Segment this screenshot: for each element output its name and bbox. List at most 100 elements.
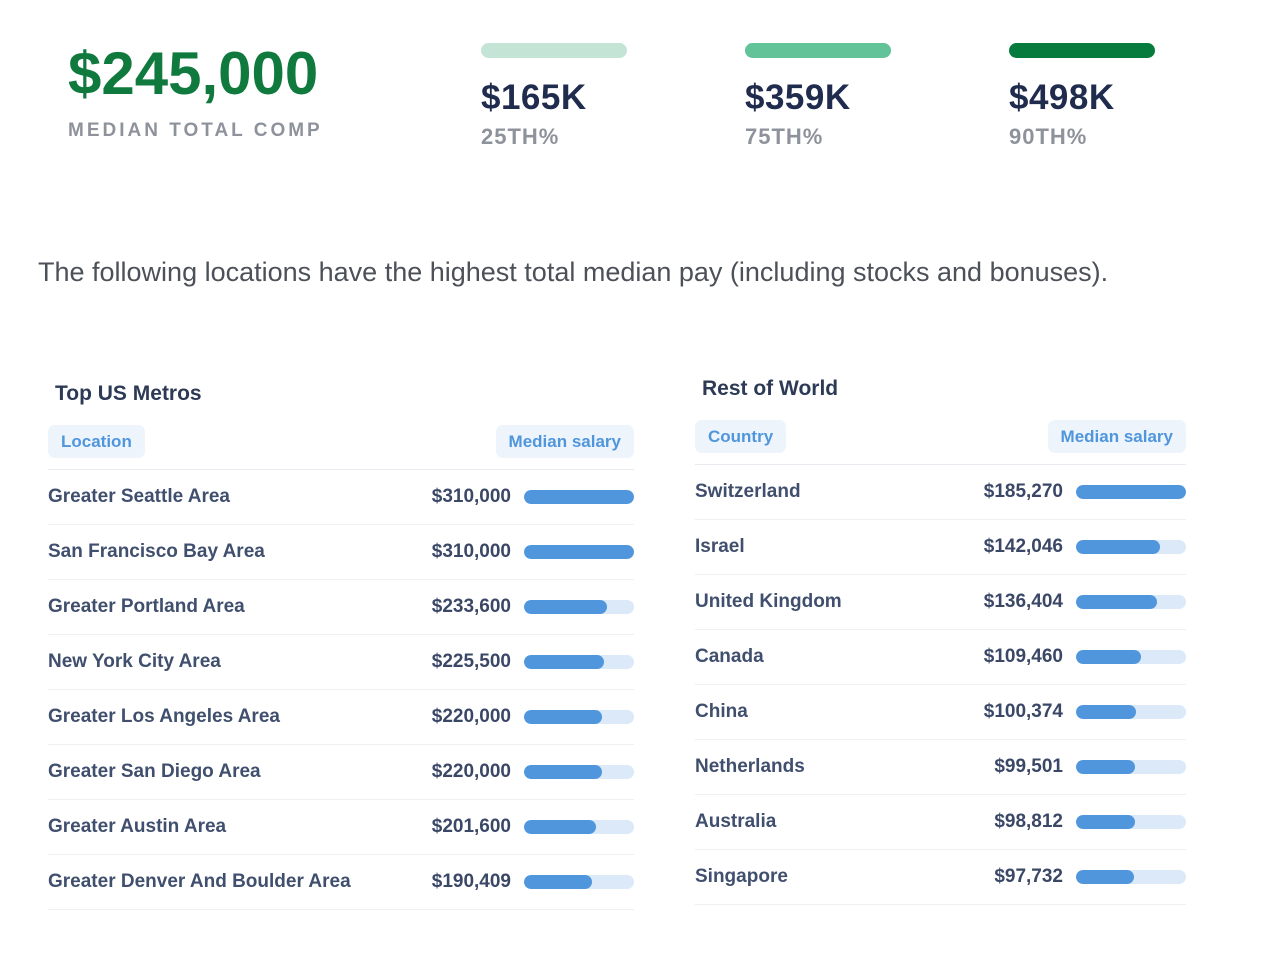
table-body: Greater Seattle Area $310,000 San Franci… <box>48 470 634 910</box>
table-top-us-metros: Top US Metros Location Median salary Gre… <box>48 382 634 910</box>
table-title: Top US Metros <box>55 382 202 405</box>
row-label: Greater Portland Area <box>48 596 245 617</box>
row-label: Australia <box>695 811 777 832</box>
percentile-value: $359K <box>745 78 851 117</box>
salary-bar-fill <box>524 820 596 834</box>
table-row: Singapore $97,732 <box>695 850 1186 905</box>
salary-bar-track <box>1076 870 1186 884</box>
row-label: Singapore <box>695 866 788 887</box>
salary-bar-track <box>1076 485 1186 499</box>
row-label: China <box>695 701 748 722</box>
table-row: Australia $98,812 <box>695 795 1186 850</box>
description-text: The following locations have the highest… <box>38 257 1109 287</box>
percentile-label: 90TH% <box>1009 124 1088 149</box>
row-salary-value: $220,000 <box>431 706 511 727</box>
median-total-comp-value: $245,000 <box>68 40 319 107</box>
salary-bar-track <box>524 490 634 504</box>
row-salary-value: $109,460 <box>983 646 1063 667</box>
table-row: United Kingdom $136,404 <box>695 575 1186 630</box>
table-row: Canada $109,460 <box>695 630 1186 685</box>
median-total-comp-stat: $245,000 MEDIAN TOTAL COMP <box>68 42 323 142</box>
row-label: Netherlands <box>695 756 805 777</box>
table-row: San Francisco Bay Area $310,000 <box>48 525 634 580</box>
salary-bar-fill <box>524 765 603 779</box>
row-label: New York City Area <box>48 651 221 672</box>
row-salary-value: $310,000 <box>431 486 511 507</box>
table-row: New York City Area $225,500 <box>48 635 634 690</box>
table-row: Greater Seattle Area $310,000 <box>48 470 634 525</box>
percentile-card: $165K 25TH% <box>481 43 627 150</box>
row-salary-value: $142,046 <box>983 536 1063 557</box>
median-total-comp-label: MEDIAN TOTAL COMP <box>68 120 323 141</box>
salary-bar-track <box>1076 595 1186 609</box>
row-label: United Kingdom <box>695 591 842 612</box>
salary-bar-track <box>524 600 634 614</box>
salary-bar-track <box>1076 705 1186 719</box>
row-label: Canada <box>695 646 764 667</box>
table-body: Switzerland $185,270 Israel $142,046 Uni… <box>695 465 1186 905</box>
percentile-label: 25TH% <box>481 124 560 149</box>
table-row: Greater San Diego Area $220,000 <box>48 745 634 800</box>
salary-bar-fill <box>1076 870 1135 884</box>
salary-bar-fill <box>524 710 603 724</box>
salary-bar-track <box>1076 760 1186 774</box>
table-header: Location Median salary <box>48 425 634 470</box>
salary-bar-fill <box>1076 650 1141 664</box>
salary-bar-track <box>524 710 634 724</box>
salary-bar-fill <box>524 490 634 504</box>
salary-bar-track <box>524 655 634 669</box>
table-row: Greater Los Angeles Area $220,000 <box>48 690 634 745</box>
row-label: Greater Austin Area <box>48 816 227 837</box>
row-salary-value: $99,501 <box>994 756 1063 777</box>
salary-bar-fill <box>1076 760 1136 774</box>
table-rest-of-world: Rest of World Country Median salary Swit… <box>695 377 1186 905</box>
salary-bar-fill <box>524 600 607 614</box>
column-header-country[interactable]: Country <box>695 420 787 453</box>
salary-bar-track <box>1076 815 1186 829</box>
table-row: Netherlands $99,501 <box>695 740 1186 795</box>
row-label: Switzerland <box>695 481 801 502</box>
row-salary-value: $310,000 <box>431 541 511 562</box>
row-label: Israel <box>695 536 745 557</box>
row-salary-value: $201,600 <box>431 816 511 837</box>
salary-bar-fill <box>524 655 604 669</box>
row-label: Greater San Diego Area <box>48 761 261 782</box>
percentile-value: $165K <box>481 78 587 117</box>
row-salary-value: $136,404 <box>983 591 1063 612</box>
row-label: Greater Los Angeles Area <box>48 706 280 727</box>
column-header-location[interactable]: Location <box>48 425 145 458</box>
percentile-card: $359K 75TH% <box>745 43 891 150</box>
salary-bar-fill <box>524 875 592 889</box>
column-header-median-salary[interactable]: Median salary <box>1047 420 1186 453</box>
percentile-bar <box>481 43 627 58</box>
table-row: China $100,374 <box>695 685 1186 740</box>
row-salary-value: $233,600 <box>431 596 511 617</box>
percentile-value: $498K <box>1009 78 1115 117</box>
table-row: Greater Austin Area $201,600 <box>48 800 634 855</box>
table-header: Country Median salary <box>695 420 1186 465</box>
table-row: Switzerland $185,270 <box>695 465 1186 520</box>
row-salary-value: $220,000 <box>431 761 511 782</box>
row-salary-value: $97,732 <box>994 866 1063 887</box>
row-salary-value: $190,409 <box>431 871 511 892</box>
row-salary-value: $100,374 <box>983 701 1063 722</box>
row-salary-value: $225,500 <box>431 651 511 672</box>
percentile-label: 75TH% <box>745 124 824 149</box>
percentile-bar <box>745 43 891 58</box>
percentile-card: $498K 90TH% <box>1009 43 1155 150</box>
salary-bar-fill <box>1076 815 1135 829</box>
table-title: Rest of World <box>702 377 839 400</box>
column-header-median-salary[interactable]: Median salary <box>495 425 634 458</box>
table-row: Greater Portland Area $233,600 <box>48 580 634 635</box>
salary-bar-fill <box>524 545 634 559</box>
table-row: Israel $142,046 <box>695 520 1186 575</box>
percentile-bar <box>1009 43 1155 58</box>
salary-bar-track <box>524 765 634 779</box>
salary-bar-track <box>524 545 634 559</box>
salary-bar-track <box>1076 650 1186 664</box>
salary-bar-track <box>1076 540 1186 554</box>
row-label: San Francisco Bay Area <box>48 541 265 562</box>
row-label: Greater Denver And Boulder Area <box>48 871 351 892</box>
row-label: Greater Seattle Area <box>48 486 231 507</box>
